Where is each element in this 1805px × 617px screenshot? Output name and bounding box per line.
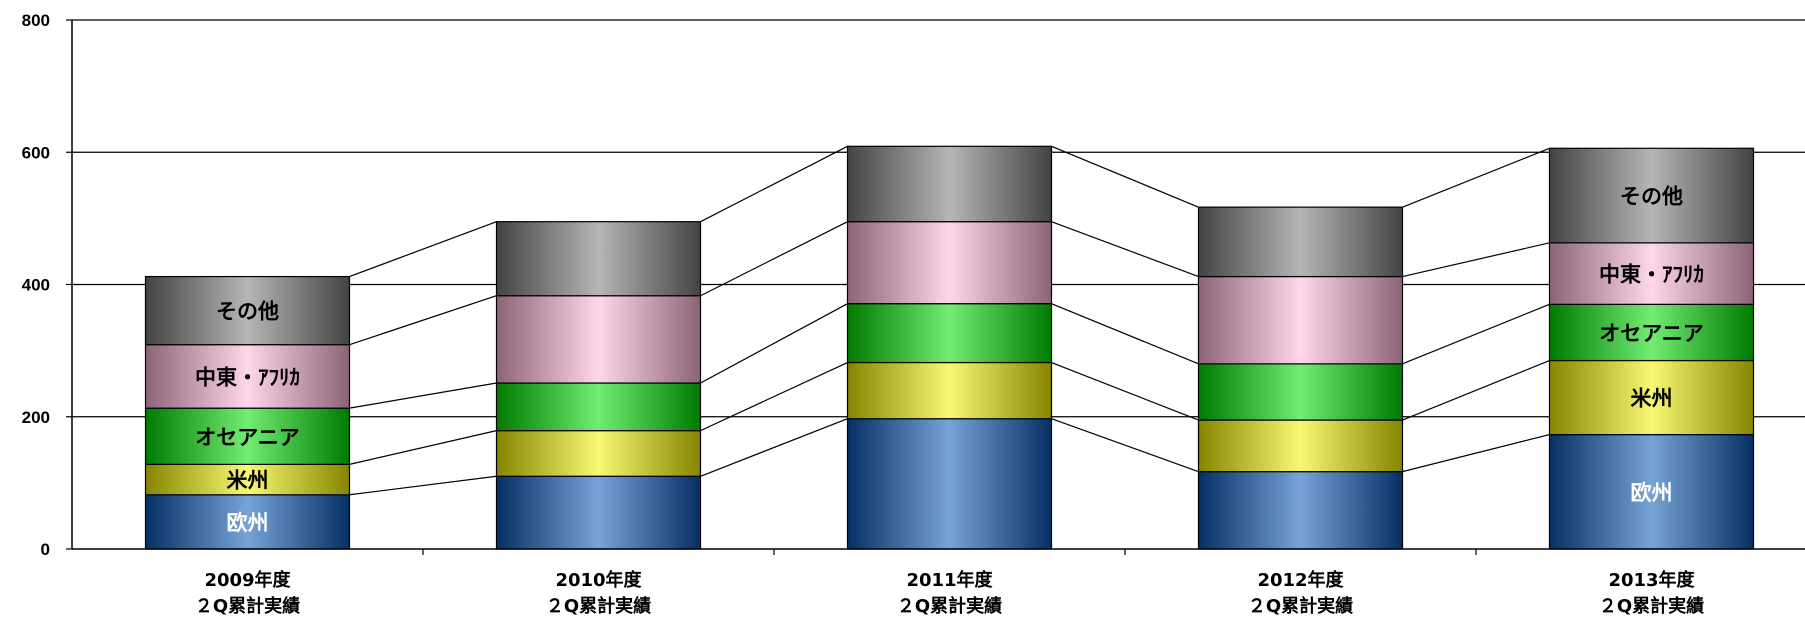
series-connector-lines xyxy=(349,145,1550,496)
x-category-label: ２Q累計実績 xyxy=(1248,595,1353,617)
x-category-label: 2009年度 xyxy=(204,569,291,591)
connector-line xyxy=(1402,359,1550,421)
bar-segment xyxy=(495,295,702,384)
x-category-label: ２Q累計実績 xyxy=(1599,595,1704,617)
segment-label: その他 xyxy=(216,300,279,324)
segment-label: 米州 xyxy=(227,469,269,493)
bar-segment xyxy=(1197,206,1404,278)
connector-line xyxy=(1051,145,1199,208)
connector-line xyxy=(349,295,497,346)
connector-line xyxy=(1051,303,1199,365)
segment-label: オセアニア xyxy=(195,425,300,449)
bar-segment xyxy=(1197,419,1404,473)
bar-stack xyxy=(495,221,702,550)
segment-label: その他 xyxy=(1620,185,1683,209)
bar-segment xyxy=(1548,303,1755,362)
x-category-labels: 2009年度 ２Q累計実績 2010年度 ２Q累計実績 2011年度 ２Q累計実績 2012… xyxy=(195,569,1704,617)
connector-line xyxy=(349,382,497,409)
y-tick-label: 400 xyxy=(22,276,50,295)
bar-segment xyxy=(144,463,351,496)
x-category-label: 2010年度 xyxy=(555,569,642,591)
connector-line xyxy=(700,303,848,384)
bar-segment xyxy=(846,418,1053,550)
bar-segment xyxy=(495,382,702,432)
connector-line xyxy=(1051,418,1199,473)
y-tick-label: 0 xyxy=(41,540,50,559)
connector-line xyxy=(1402,242,1550,278)
bar-segment xyxy=(144,275,351,346)
segment-label: 中東・ｱﾌﾘｶ xyxy=(195,365,300,389)
bar-segment xyxy=(1548,359,1755,436)
bar-segment xyxy=(846,145,1053,223)
connector-line xyxy=(700,221,848,297)
bar-stack: 欧州 米州 オセアニア 中東・ｱﾌﾘｶ その他 xyxy=(144,275,351,550)
y-tick-label: 800 xyxy=(22,11,50,30)
connector-line xyxy=(1402,303,1550,365)
bar-segment xyxy=(846,361,1053,420)
bar-segment xyxy=(1548,147,1755,244)
bar-segment xyxy=(1548,434,1755,550)
axes xyxy=(66,19,1805,555)
x-category-label: 2013年度 xyxy=(1608,569,1695,591)
connector-line xyxy=(700,418,848,477)
connector-line xyxy=(700,361,848,432)
connector-line xyxy=(1051,221,1199,278)
bar-segment xyxy=(144,494,351,550)
segment-label: 米州 xyxy=(1631,387,1673,411)
bar-stack xyxy=(846,145,1053,550)
x-category-label: 2011年度 xyxy=(906,569,993,591)
segment-label: 欧州 xyxy=(227,511,269,535)
segment-label: 中東・ｱﾌﾘｶ xyxy=(1599,263,1704,287)
y-tick-label: 600 xyxy=(22,143,50,162)
bar-segment xyxy=(1197,275,1404,365)
connector-line xyxy=(1402,147,1550,208)
bar-segment xyxy=(846,303,1053,364)
x-category-label: ２Q累計実績 xyxy=(897,595,1002,617)
connector-line xyxy=(1051,361,1199,421)
connector-line xyxy=(700,145,848,223)
bar-stack xyxy=(1197,206,1404,550)
bar-segment xyxy=(495,475,702,550)
connector-line xyxy=(1402,434,1550,473)
segment-label: 欧州 xyxy=(1631,481,1673,505)
x-category-label: ２Q累計実績 xyxy=(195,595,300,617)
connector-line xyxy=(349,221,497,278)
y-tick-label: 200 xyxy=(22,408,50,427)
x-category-label: 2012年度 xyxy=(1257,569,1344,591)
bar-segment xyxy=(1548,242,1755,305)
x-category-label: ２Q累計実績 xyxy=(546,595,651,617)
y-tick-labels: 0 200 400 600 800 xyxy=(22,11,50,559)
bar-segment xyxy=(1197,363,1404,421)
segment-label: オセアニア xyxy=(1599,321,1704,345)
connector-line xyxy=(349,430,497,465)
bar-stack: 欧州 米州 オセアニア 中東・ｱﾌﾘｶ その他 xyxy=(1548,147,1755,550)
bar-segment xyxy=(495,430,702,477)
bar-segment xyxy=(495,221,702,297)
connector-line xyxy=(349,475,497,496)
bar-segment xyxy=(1197,471,1404,550)
bar-segment xyxy=(846,221,1053,305)
